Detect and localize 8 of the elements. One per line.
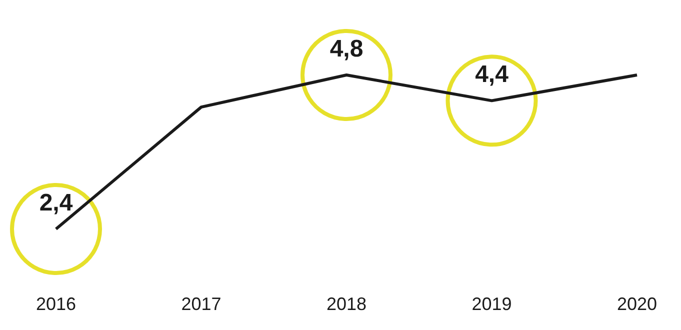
- x-tick-label: 2019: [472, 294, 512, 314]
- data-label: 4,4: [475, 61, 510, 88]
- x-tick-label: 2020: [616, 294, 658, 314]
- data-label: 2,4: [39, 190, 74, 216]
- x-tick-label: 2018: [326, 294, 367, 314]
- data-label: 4,8: [330, 36, 364, 62]
- x-tick-label: 2017: [181, 294, 222, 314]
- x-tick-label: 2016: [36, 294, 76, 314]
